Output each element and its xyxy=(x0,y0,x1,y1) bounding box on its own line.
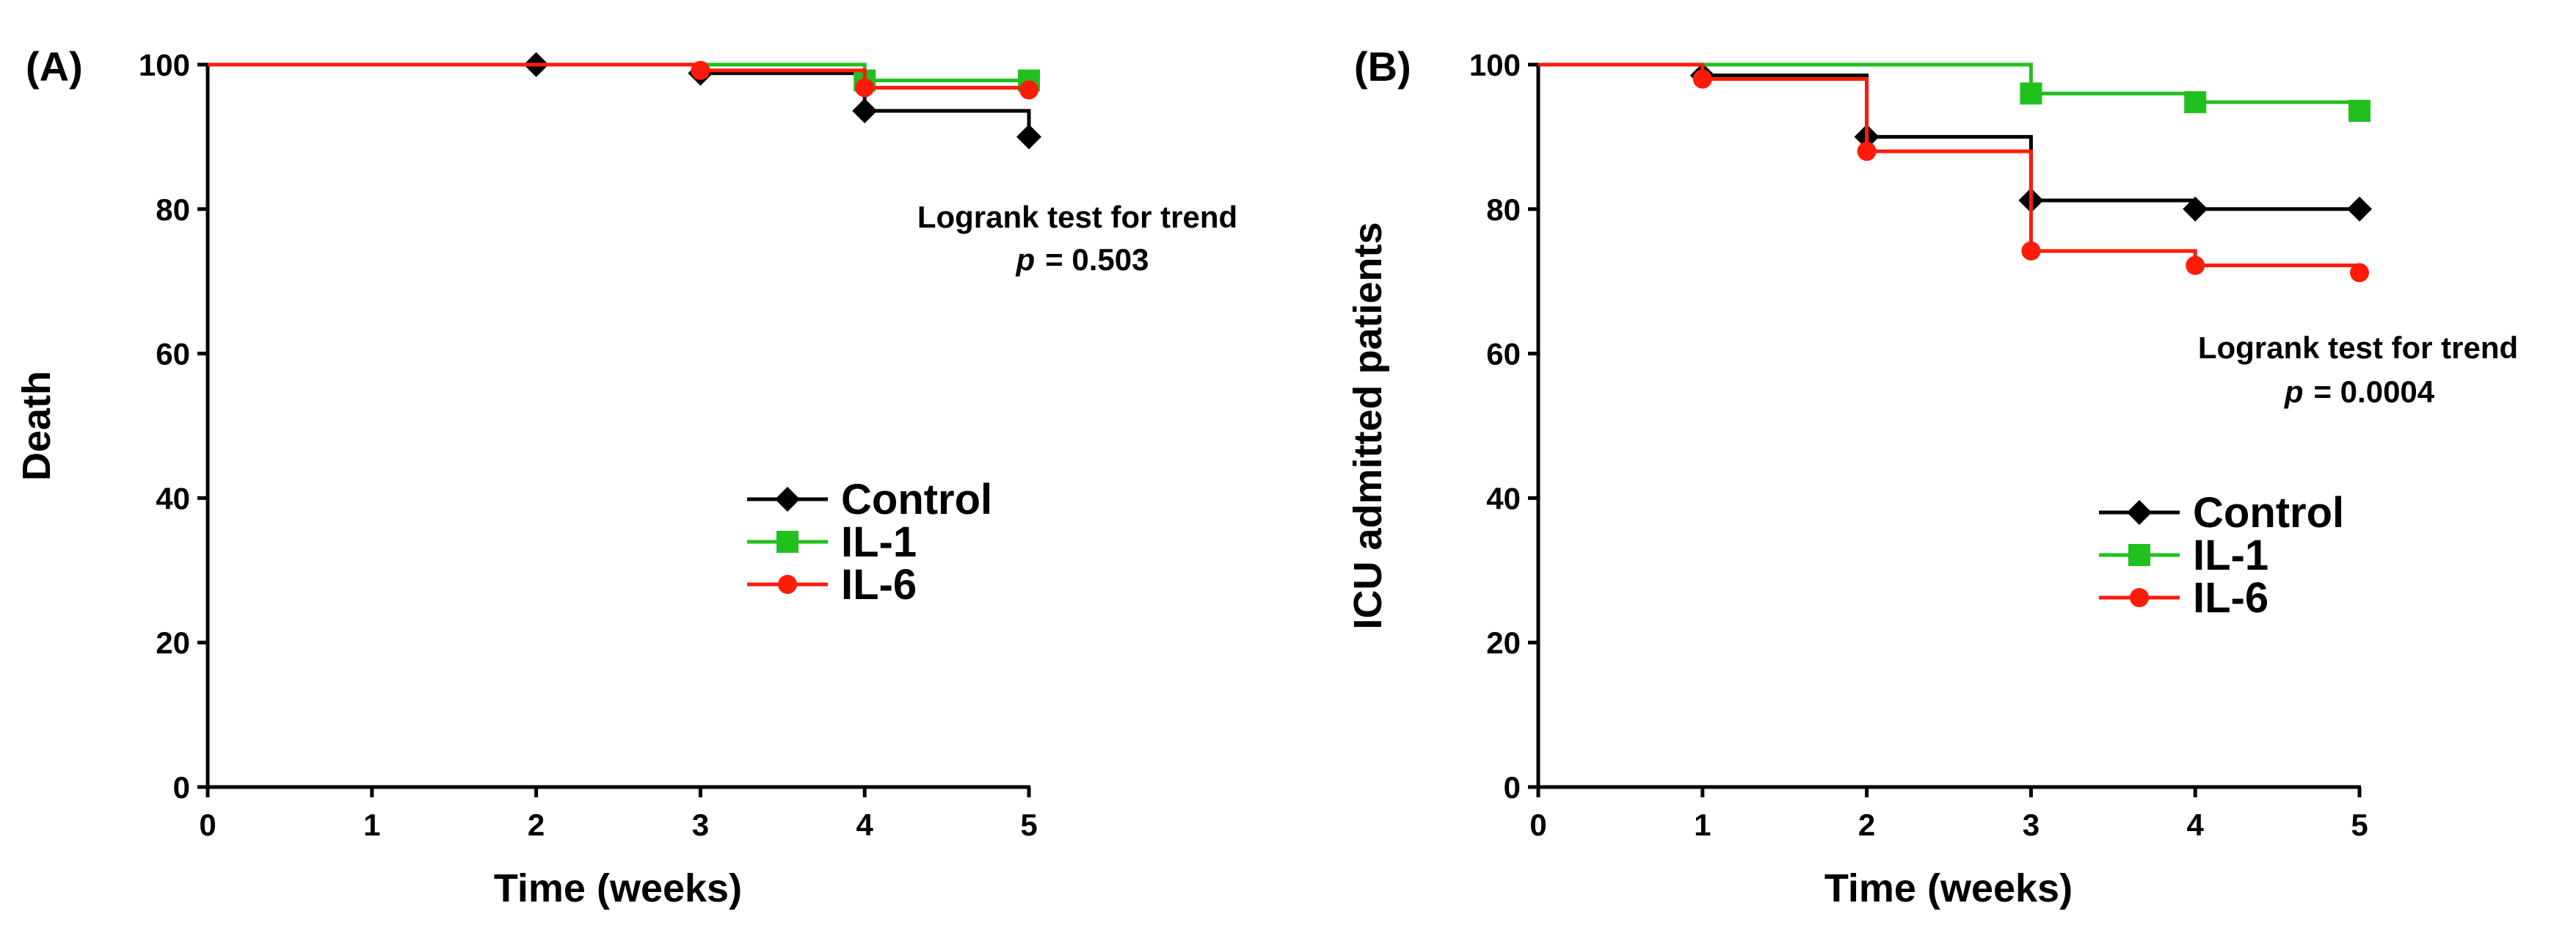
legend-label: IL-1 xyxy=(841,518,917,566)
data-point xyxy=(2347,196,2372,222)
y-tick-label: 20 xyxy=(156,626,190,660)
panel-b: 0 20 40 60 80 100 0 1 2 3 4 5 (B) Time (weeks) ICU adm… xyxy=(1346,43,2518,910)
data-point xyxy=(855,78,875,98)
p-label: p xyxy=(2284,374,2304,409)
x-tick-label: 2 xyxy=(528,808,545,842)
y-tick-label: 0 xyxy=(173,770,190,805)
x-tick-label: 1 xyxy=(1694,808,1711,842)
legend-item: Control xyxy=(747,476,992,523)
x-tick-label: 2 xyxy=(1858,808,1875,842)
legend-label: IL-1 xyxy=(2193,532,2268,579)
logrank-annotation: Logrank test for trend xyxy=(917,200,1237,234)
legend-label: IL-6 xyxy=(841,561,917,609)
legend-marker xyxy=(2128,544,2150,566)
y-tick-label: 60 xyxy=(1486,337,1521,371)
data-point xyxy=(1857,142,1877,162)
series-il-6 xyxy=(208,60,1038,100)
panel-a: 0 20 40 60 80 100 0 1 2 3 4 5 (A) Time (weeks) Death Lo… xyxy=(15,43,1237,910)
y-tick-label: 100 xyxy=(139,48,190,82)
x-axis-title: Time (weeks) xyxy=(494,866,742,910)
legend-marker xyxy=(775,487,800,512)
p-value: = 0.0004 xyxy=(2313,374,2434,409)
series-line xyxy=(208,62,1031,137)
legend-item: IL-6 xyxy=(747,561,917,609)
data-point xyxy=(2020,82,2042,105)
x-tick-label: 5 xyxy=(2351,808,2368,842)
series-line xyxy=(208,62,1031,90)
y-axis-title: ICU admitted patients xyxy=(1346,222,1390,629)
legend-marker xyxy=(2130,588,2149,607)
legend-item: IL-1 xyxy=(747,518,917,566)
data-point xyxy=(852,98,878,123)
y-axis-title: Death xyxy=(15,371,59,481)
x-tick-label: 4 xyxy=(856,808,874,842)
y-tick-label: 80 xyxy=(156,192,190,227)
y-tick-label: 0 xyxy=(1504,770,1521,805)
x-tick-label: 5 xyxy=(1020,808,1037,842)
logrank-annotation: Logrank test for trend xyxy=(2198,330,2518,365)
legend-label: IL-6 xyxy=(2193,574,2268,622)
p-value-annotation: p = 0.0004 xyxy=(2284,374,2435,409)
data-point xyxy=(1692,69,1712,89)
data-point xyxy=(2183,196,2208,222)
legend-marker xyxy=(776,531,798,553)
p-value-annotation: p = 0.503 xyxy=(1016,242,1149,277)
data-point xyxy=(1016,124,1041,150)
series-line xyxy=(1538,62,2362,111)
panel-label: (B) xyxy=(1354,43,1411,90)
data-point xyxy=(2186,255,2205,275)
data-point xyxy=(2021,241,2041,261)
p-label: p xyxy=(1016,242,1036,277)
legend-label: Control xyxy=(841,476,992,523)
legend-item: IL-6 xyxy=(2099,574,2268,622)
legend-label: Control xyxy=(2193,489,2344,537)
y-tick-label: 40 xyxy=(156,481,190,515)
x-tick-label: 4 xyxy=(2187,808,2205,842)
y-tick-label: 20 xyxy=(1486,626,1521,660)
series-il-1 xyxy=(1538,62,2371,122)
panel-label: (A) xyxy=(26,43,83,90)
legend-marker xyxy=(2127,500,2152,525)
legend-marker xyxy=(778,575,797,594)
y-tick-label: 80 xyxy=(1486,192,1521,227)
x-tick-label: 0 xyxy=(1529,808,1546,842)
series-line xyxy=(1538,62,2362,273)
series-control xyxy=(208,52,1041,150)
x-tick-label: 1 xyxy=(363,808,380,842)
x-tick-label: 0 xyxy=(199,808,216,842)
y-tick-label: 100 xyxy=(1469,48,1521,82)
legend-item: IL-1 xyxy=(2099,532,2268,579)
data-point xyxy=(2348,99,2371,122)
data-point xyxy=(691,60,710,80)
series-control xyxy=(1538,62,2372,222)
x-tick-label: 3 xyxy=(2023,808,2040,842)
series-line xyxy=(208,62,1029,83)
x-axis-title: Time (weeks) xyxy=(1824,866,2073,910)
data-point xyxy=(2350,263,2369,283)
x-tick-label: 3 xyxy=(692,808,709,842)
y-tick-label: 60 xyxy=(156,337,190,371)
series-il-6 xyxy=(1538,62,2369,283)
series-line xyxy=(1538,62,2359,211)
p-value: = 0.503 xyxy=(1045,242,1149,277)
y-tick-label: 40 xyxy=(1486,481,1521,515)
legend-item: Control xyxy=(2099,489,2344,537)
data-point xyxy=(2184,91,2207,114)
data-point xyxy=(1019,80,1038,100)
